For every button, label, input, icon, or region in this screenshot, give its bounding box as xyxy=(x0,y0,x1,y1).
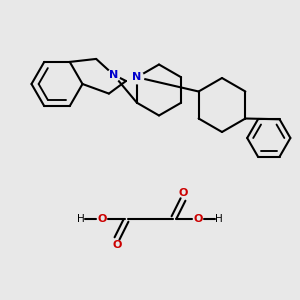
Text: O: O xyxy=(97,214,107,224)
Text: H: H xyxy=(77,214,85,224)
Text: N: N xyxy=(109,70,118,80)
Text: O: O xyxy=(193,214,203,224)
Text: H: H xyxy=(215,214,223,224)
Text: O: O xyxy=(178,188,188,199)
Text: O: O xyxy=(112,239,122,250)
Text: N: N xyxy=(132,72,142,82)
